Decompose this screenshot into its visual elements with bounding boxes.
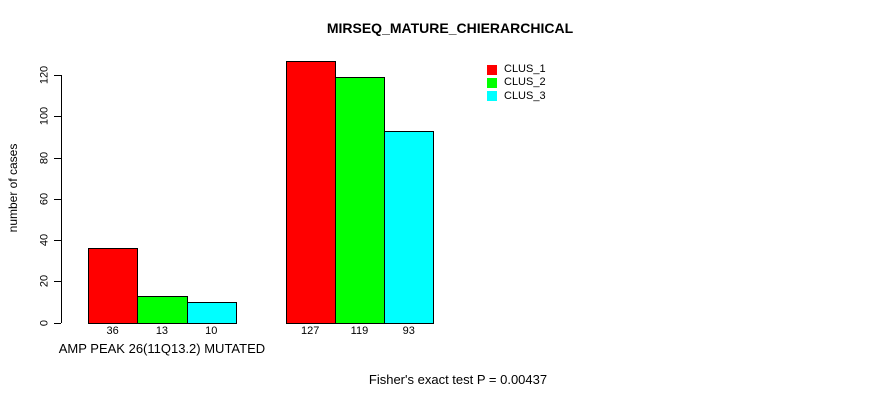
- legend-swatch: [487, 77, 497, 88]
- legend-row: CLUS_2: [487, 76, 546, 89]
- y-axis-tick: [54, 281, 61, 283]
- chart-title: MIRSEQ_MATURE_CHIERARCHICAL: [326, 20, 574, 36]
- pvalue-annotation: Fisher's exact test P = 0.00437: [368, 372, 548, 387]
- y-axis-tick: [54, 75, 61, 76]
- legend-row: CLUS_3: [487, 90, 546, 103]
- bar-value-label: 93: [402, 325, 415, 337]
- bar-value-label: 10: [205, 325, 218, 337]
- bar: [334, 77, 386, 324]
- bar-value-label: 127: [300, 325, 320, 337]
- y-axis-tick-label: 100: [38, 107, 51, 126]
- bar: [186, 301, 237, 324]
- bar: [384, 130, 435, 324]
- legend-row: CLUS_1: [487, 63, 546, 76]
- x-axis-group-label: AMP PEAK 26(11Q13.2) MUTATED: [58, 341, 266, 356]
- y-axis-tick: [54, 157, 61, 159]
- bar: [137, 295, 188, 324]
- bar-value-label: 119: [350, 325, 369, 337]
- bar-value-label: 13: [155, 325, 169, 337]
- bar: [88, 248, 139, 324]
- y-axis-tick-label: 120: [38, 65, 51, 85]
- legend-swatch: [487, 64, 497, 75]
- y-axis-tick: [54, 322, 61, 324]
- legend: CLUS_1 CLUS_2 CLUS_3: [487, 63, 546, 103]
- legend-label: CLUS_1: [504, 63, 546, 76]
- y-axis-tick-label: 60: [38, 192, 51, 205]
- legend-label: CLUS_2: [504, 76, 546, 89]
- y-axis-tick-label: 20: [38, 275, 51, 288]
- y-axis-tick: [54, 240, 61, 241]
- y-axis-tick-label: 80: [38, 151, 51, 164]
- legend-label: CLUS_3: [504, 89, 546, 102]
- y-axis-line: [61, 75, 62, 323]
- y-axis-tick-label: 40: [38, 233, 51, 247]
- y-axis-tick: [54, 198, 61, 200]
- legend-swatch: [487, 91, 497, 102]
- y-axis-tick-label: 0: [38, 319, 51, 326]
- y-axis-label: number of cases: [6, 143, 20, 233]
- bar: [285, 60, 336, 324]
- y-axis-tick: [54, 116, 61, 118]
- bar-value-label: 36: [106, 325, 119, 337]
